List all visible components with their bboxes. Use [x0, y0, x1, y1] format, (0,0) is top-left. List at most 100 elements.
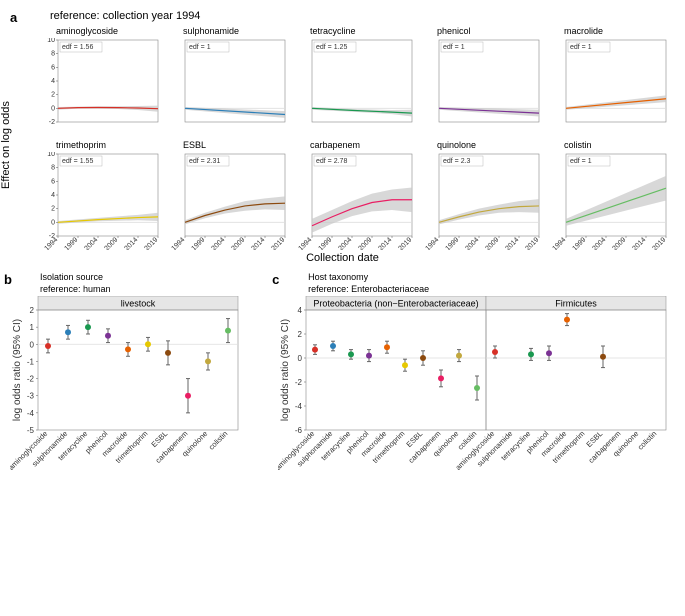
svg-text:-2: -2 [49, 119, 55, 126]
svg-text:edf = 1: edf = 1 [189, 44, 211, 51]
panel-b-title1: Isolation source [40, 272, 258, 282]
svg-text:0: 0 [51, 219, 55, 226]
svg-text:-4: -4 [295, 402, 303, 411]
svg-text:4: 4 [51, 78, 55, 85]
svg-text:-2: -2 [27, 375, 35, 384]
svg-text:livestock: livestock [121, 298, 156, 308]
svg-text:-4: -4 [27, 409, 35, 418]
svg-text:2004: 2004 [337, 236, 353, 250]
subplot-title: tetracycline [310, 26, 417, 37]
svg-text:edf = 1: edf = 1 [443, 44, 465, 51]
subplot-aminoglycoside: aminoglycoside-20246810edf = 1.56 [42, 26, 163, 136]
svg-text:edf = 2.31: edf = 2.31 [189, 158, 220, 165]
subplot-sulphonamide: sulphonamide edf = 1 [169, 26, 290, 136]
svg-text:1999: 1999 [63, 236, 79, 250]
panel-b-label: b [4, 272, 12, 287]
svg-text:1999: 1999 [444, 236, 460, 250]
panel-a-xlabel: Collection date [10, 252, 675, 264]
panel-c-title1: Host taxonomy [308, 272, 675, 282]
svg-text:2014: 2014 [631, 236, 647, 250]
subplot-title: macrolide [564, 26, 671, 37]
subplot-title: trimethoprim [56, 140, 163, 151]
svg-text:2004: 2004 [210, 236, 226, 250]
svg-text:-6: -6 [295, 426, 303, 435]
svg-text:10: 10 [47, 38, 55, 44]
svg-text:1994: 1994 [551, 236, 567, 250]
svg-text:edf = 1: edf = 1 [570, 158, 592, 165]
panel-a-label: a [10, 10, 17, 25]
svg-text:2004: 2004 [464, 236, 480, 250]
subplot-title: quinolone [437, 140, 544, 151]
panel-c-label: c [272, 272, 279, 287]
svg-text:Proteobacteria (non−Enterobact: Proteobacteria (non−Enterobacteriaceae) [313, 298, 478, 308]
panel-b-chart: log odds ratio (95% CI)-5-4-3-2-1012live… [10, 296, 258, 492]
svg-text:1994: 1994 [170, 236, 186, 250]
svg-text:2004: 2004 [83, 236, 99, 250]
svg-text:edf = 1.56: edf = 1.56 [62, 44, 93, 51]
svg-text:2019: 2019 [524, 236, 540, 250]
svg-text:2014: 2014 [377, 236, 393, 250]
svg-text:0: 0 [30, 340, 35, 349]
svg-text:2: 2 [51, 92, 55, 99]
subplot-title: ESBL [183, 140, 290, 151]
subplot-phenicol: phenicol edf = 1 [423, 26, 544, 136]
subplot-tetracycline: tetracycline edf = 1.25 [296, 26, 417, 136]
panel-bc-row: b Isolation source reference: human log … [10, 272, 675, 492]
svg-text:2009: 2009 [484, 236, 500, 250]
subplot-macrolide: macrolide edf = 1 [550, 26, 671, 136]
subplot-title: phenicol [437, 26, 544, 37]
panel-a: a reference: collection year 1994 Effect… [10, 10, 675, 264]
subplot-ESBL: ESBL 1994 1999 2004 2009 2014 2019 edf = 2.31 [169, 140, 290, 250]
svg-text:2009: 2009 [611, 236, 627, 250]
svg-text:1999: 1999 [317, 236, 333, 250]
subplot-title: colistin [564, 140, 671, 151]
svg-text:-1: -1 [27, 357, 35, 366]
svg-text:log odds ratio (95% CI): log odds ratio (95% CI) [280, 319, 291, 421]
svg-text:2: 2 [298, 330, 303, 339]
svg-text:2: 2 [51, 206, 55, 213]
svg-text:1999: 1999 [190, 236, 206, 250]
subplot-title: sulphonamide [183, 26, 290, 37]
svg-text:2009: 2009 [357, 236, 373, 250]
svg-text:0: 0 [298, 354, 303, 363]
panel-b-title2: reference: human [40, 284, 258, 294]
svg-text:edf = 2.78: edf = 2.78 [316, 158, 347, 165]
panel-c-chart: log odds ratio (95% CI) -6 -4 -2 0 2 4 Proteoba… [278, 296, 675, 492]
svg-text:-2: -2 [295, 378, 303, 387]
svg-text:6: 6 [51, 64, 55, 71]
panel-c-title2: reference: Enterobacteriaceae [308, 284, 675, 294]
svg-text:6: 6 [51, 178, 55, 185]
svg-text:2014: 2014 [123, 236, 139, 250]
subplot-title: carbapenem [310, 140, 417, 151]
svg-text:colistin: colistin [636, 429, 659, 452]
svg-text:2009: 2009 [230, 236, 246, 250]
svg-text:edf = 1: edf = 1 [570, 44, 592, 51]
svg-text:2004: 2004 [591, 236, 607, 250]
panel-a-title: reference: collection year 1994 [50, 10, 675, 22]
panel-a-ylabel: Effect on log odds [0, 101, 12, 189]
svg-text:2009: 2009 [103, 236, 119, 250]
svg-text:2014: 2014 [250, 236, 266, 250]
svg-text:2014: 2014 [504, 236, 520, 250]
svg-text:-3: -3 [27, 392, 35, 401]
subplot-quinolone: quinolone199419992004200920142019edf = 2… [423, 140, 544, 250]
svg-text:colistin: colistin [207, 429, 230, 452]
svg-text:2019: 2019 [143, 236, 159, 250]
svg-text:4: 4 [51, 192, 55, 199]
svg-text:8: 8 [51, 51, 55, 58]
svg-text:1994: 1994 [424, 236, 440, 250]
panel-c: c Host taxonomy reference: Enterobacteri… [278, 272, 675, 492]
subplot-trimethoprim: trimethoprim-202468101994199920042009201… [42, 140, 163, 250]
svg-text:0: 0 [51, 105, 55, 112]
panel-a-grid: aminoglycoside-20246810edf = 1.56sulphon… [42, 26, 671, 250]
svg-text:-5: -5 [27, 426, 35, 435]
svg-text:4: 4 [298, 306, 303, 315]
svg-text:1999: 1999 [571, 236, 587, 250]
subplot-colistin: colistin 1994 1999 2004 2009 2014 2019 edf = 1 [550, 140, 671, 250]
svg-text:1: 1 [30, 323, 35, 332]
svg-text:edf = 1.25: edf = 1.25 [316, 44, 347, 51]
svg-text:1994: 1994 [297, 236, 313, 250]
svg-text:2019: 2019 [270, 236, 286, 250]
svg-text:2: 2 [30, 306, 35, 315]
svg-text:2019: 2019 [651, 236, 667, 250]
